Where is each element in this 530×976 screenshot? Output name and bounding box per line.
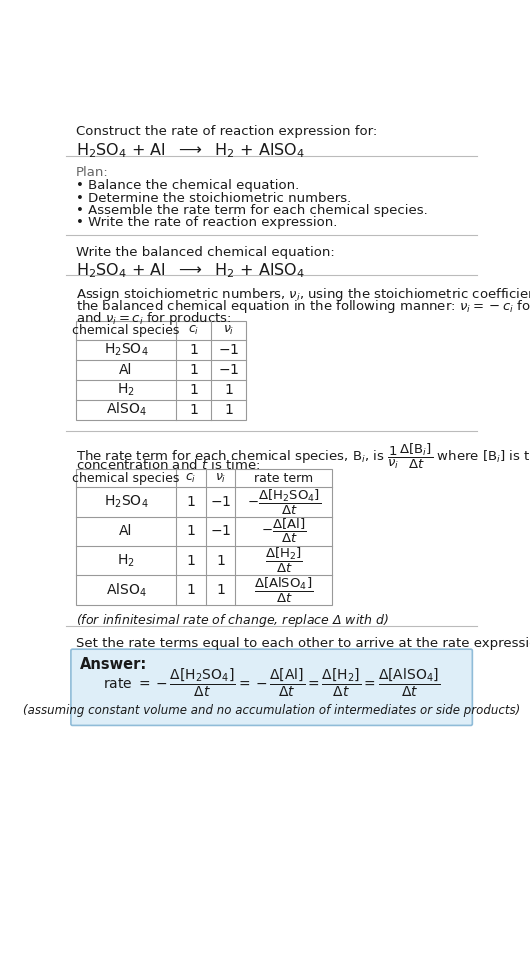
Text: 1: 1 xyxy=(189,403,198,417)
Text: $-1$: $-1$ xyxy=(218,363,239,377)
Text: Plan:: Plan: xyxy=(76,166,108,180)
Text: H$_2$: H$_2$ xyxy=(117,382,135,398)
Text: concentration and $t$ is time:: concentration and $t$ is time: xyxy=(76,458,260,472)
Text: $-\dfrac{\Delta[\mathrm{H_2SO_4}]}{\Delta t}$: $-\dfrac{\Delta[\mathrm{H_2SO_4}]}{\Delt… xyxy=(246,487,321,516)
Text: $-1$: $-1$ xyxy=(210,495,231,509)
Text: chemical species: chemical species xyxy=(72,471,180,485)
Text: 1: 1 xyxy=(216,583,225,597)
Text: AlSO$_4$: AlSO$_4$ xyxy=(105,581,146,598)
Text: • Write the rate of reaction expression.: • Write the rate of reaction expression. xyxy=(76,217,337,229)
Text: $\dfrac{\Delta[\mathrm{H_2}]}{\Delta t}$: $\dfrac{\Delta[\mathrm{H_2}]}{\Delta t}$ xyxy=(265,546,303,575)
Text: 1: 1 xyxy=(216,553,225,568)
Text: $-\dfrac{\Delta[\mathrm{Al}]}{\Delta t}$: $-\dfrac{\Delta[\mathrm{Al}]}{\Delta t}$ xyxy=(261,517,306,546)
Text: 1: 1 xyxy=(187,495,196,509)
Text: H$_2$: H$_2$ xyxy=(117,552,135,569)
Bar xyxy=(76,469,332,604)
Text: Assign stoichiometric numbers, $\nu_i$, using the stoichiometric coefficients, $: Assign stoichiometric numbers, $\nu_i$, … xyxy=(76,286,530,303)
Text: Al: Al xyxy=(119,363,132,377)
Text: $\dfrac{\Delta[\mathrm{AlSO_4}]}{\Delta t}$: $\dfrac{\Delta[\mathrm{AlSO_4}]}{\Delta … xyxy=(254,575,313,604)
Text: AlSO$_4$: AlSO$_4$ xyxy=(105,401,146,419)
Text: H$_2$SO$_4$: H$_2$SO$_4$ xyxy=(104,342,148,358)
FancyBboxPatch shape xyxy=(71,649,472,725)
Text: • Assemble the rate term for each chemical species.: • Assemble the rate term for each chemic… xyxy=(76,204,427,217)
Text: Construct the rate of reaction expression for:: Construct the rate of reaction expressio… xyxy=(76,125,377,138)
Bar xyxy=(76,321,246,420)
Text: 1: 1 xyxy=(189,363,198,377)
Text: 1: 1 xyxy=(189,383,198,396)
Text: H$_2$SO$_4$ + Al  $\longrightarrow$  H$_2$ + AlSO$_4$: H$_2$SO$_4$ + Al $\longrightarrow$ H$_2$… xyxy=(76,262,304,280)
Text: and $\nu_i = c_i$ for products:: and $\nu_i = c_i$ for products: xyxy=(76,310,231,327)
Text: rate $= -\dfrac{\Delta[\mathrm{H_2SO_4}]}{\Delta t} = -\dfrac{\Delta[\mathrm{Al}: rate $= -\dfrac{\Delta[\mathrm{H_2SO_4}]… xyxy=(103,667,440,699)
Text: • Determine the stoichiometric numbers.: • Determine the stoichiometric numbers. xyxy=(76,192,351,205)
Text: $\nu_i$: $\nu_i$ xyxy=(223,324,234,337)
Text: The rate term for each chemical species, B$_i$, is $\dfrac{1}{\nu_i}\dfrac{\Delt: The rate term for each chemical species,… xyxy=(76,441,530,470)
Text: H$_2$SO$_4$ + Al  $\longrightarrow$  H$_2$ + AlSO$_4$: H$_2$SO$_4$ + Al $\longrightarrow$ H$_2$… xyxy=(76,142,304,160)
Text: (for infinitesimal rate of change, replace Δ with $d$): (for infinitesimal rate of change, repla… xyxy=(76,612,388,630)
Text: 1: 1 xyxy=(187,553,196,568)
Text: $\nu_i$: $\nu_i$ xyxy=(215,471,226,485)
Text: H$_2$SO$_4$: H$_2$SO$_4$ xyxy=(104,494,148,510)
Text: (assuming constant volume and no accumulation of intermediates or side products): (assuming constant volume and no accumul… xyxy=(23,704,520,717)
Text: Al: Al xyxy=(119,524,132,539)
Text: rate term: rate term xyxy=(254,471,313,485)
Text: 1: 1 xyxy=(224,383,233,396)
Text: $c_i$: $c_i$ xyxy=(188,324,199,337)
Text: 1: 1 xyxy=(189,343,198,356)
Text: the balanced chemical equation in the following manner: $\nu_i = -c_i$ for react: the balanced chemical equation in the fo… xyxy=(76,298,530,315)
Text: 1: 1 xyxy=(187,583,196,597)
Text: 1: 1 xyxy=(187,524,196,539)
Text: • Balance the chemical equation.: • Balance the chemical equation. xyxy=(76,180,299,192)
Text: $-1$: $-1$ xyxy=(218,343,239,356)
Text: Answer:: Answer: xyxy=(80,657,147,671)
Text: Set the rate terms equal to each other to arrive at the rate expression:: Set the rate terms equal to each other t… xyxy=(76,637,530,650)
Text: $-1$: $-1$ xyxy=(210,524,231,539)
Text: 1: 1 xyxy=(224,403,233,417)
Text: $c_i$: $c_i$ xyxy=(186,471,197,485)
Text: Write the balanced chemical equation:: Write the balanced chemical equation: xyxy=(76,246,334,259)
Text: chemical species: chemical species xyxy=(72,324,180,337)
